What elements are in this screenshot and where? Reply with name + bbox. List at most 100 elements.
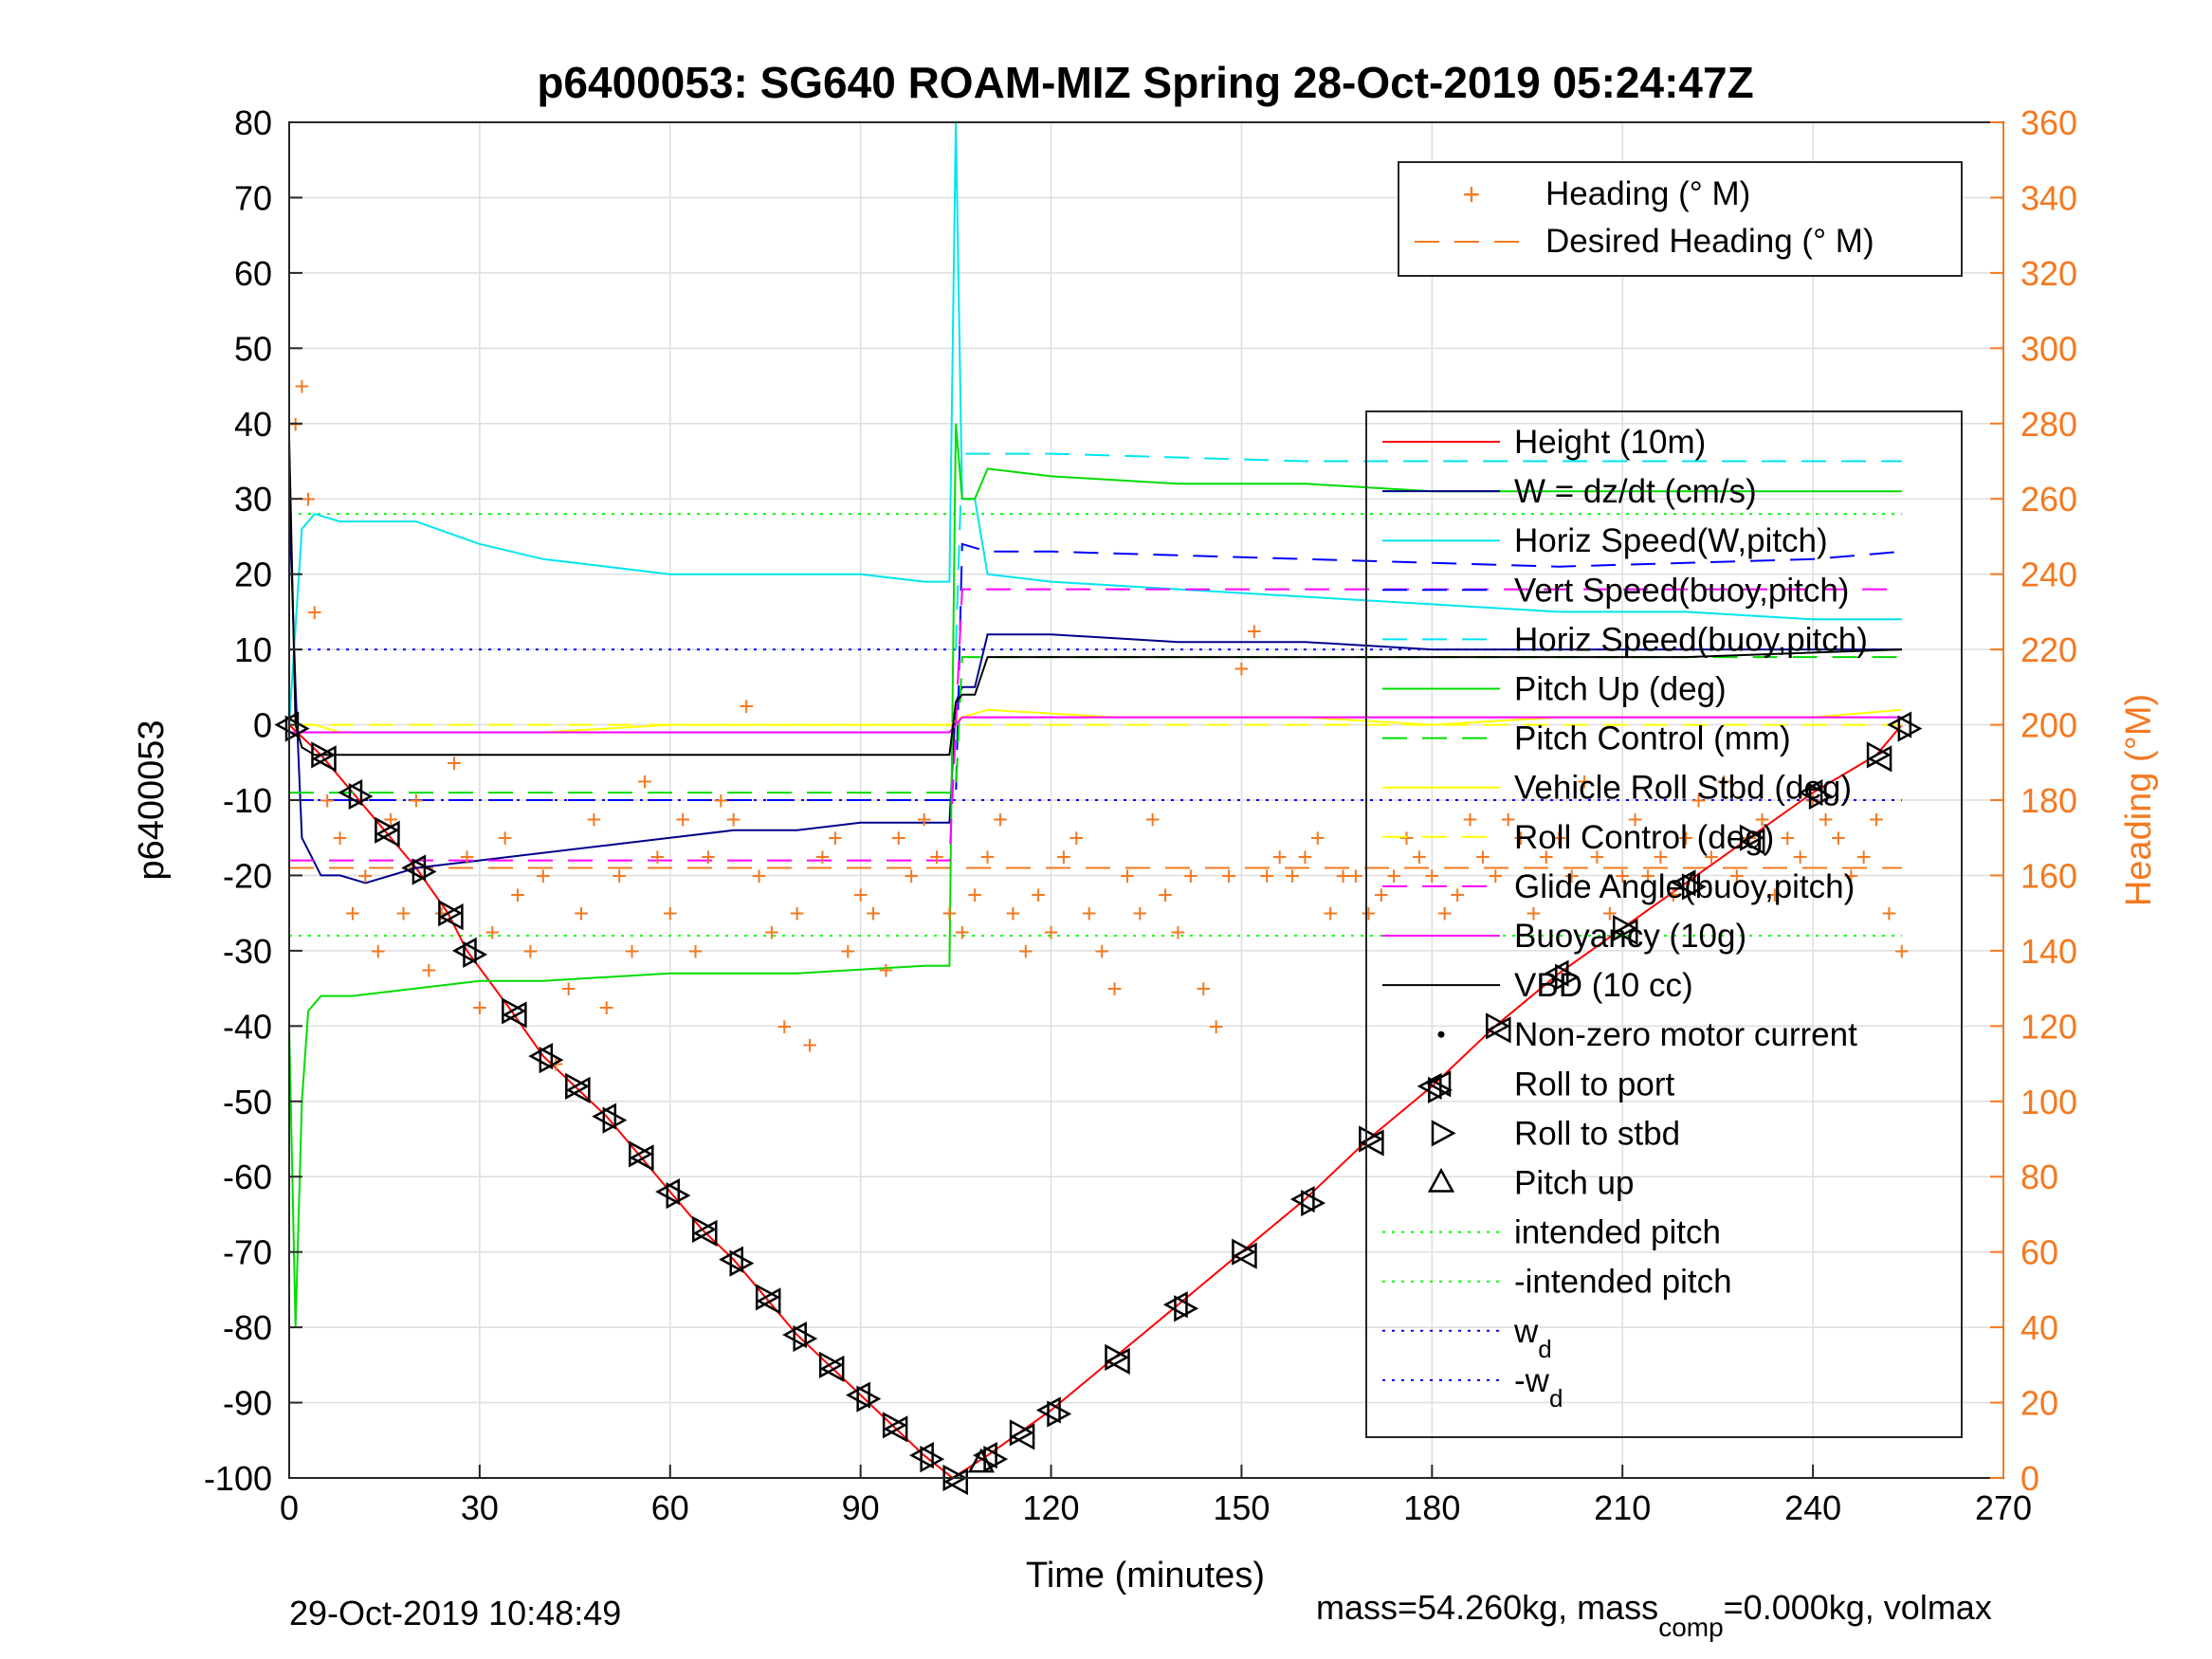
left-y-axis-label: p6400053 <box>132 720 172 880</box>
footer-mass-text: mass=54.260kg, mass <box>1316 1588 1658 1627</box>
triangle-marker <box>1486 1012 1510 1040</box>
heading-point: + <box>663 899 678 928</box>
heading-point: + <box>675 805 690 834</box>
triangle-marker <box>666 1182 691 1210</box>
heading-point: + <box>777 1012 792 1041</box>
heading-point: + <box>1297 843 1312 872</box>
footer-mass-sub: comp <box>1658 1613 1723 1642</box>
legend-label: Height (10m) <box>1514 424 1706 461</box>
series-line-1 <box>288 499 1902 884</box>
x-tick-label: 210 <box>1594 1488 1651 1527</box>
legend-label: Pitch Control (mm) <box>1514 720 1791 757</box>
heading-point: + <box>1437 899 1453 928</box>
left-y-tick-label: -50 <box>223 1083 272 1121</box>
triangle-marker <box>502 997 526 1025</box>
triangle-marker <box>1867 745 1892 773</box>
triangle-marker <box>1681 873 1707 901</box>
left-y-tick-label: -70 <box>223 1233 272 1272</box>
footer-mass: mass=54.260kg, masscomp=0.000kg, volmax <box>1316 1588 1992 1642</box>
left-y-tick-label: 10 <box>234 630 272 669</box>
legend-label: Glide Angle(buoy,pitch) <box>1514 868 1855 905</box>
series-line-4 <box>955 452 1902 650</box>
right-y-tick-label: 320 <box>2020 254 2077 293</box>
right-y-tick-label: 0 <box>2020 1459 2039 1498</box>
heading-point: + <box>1704 843 1719 872</box>
heading-point: + <box>1615 861 1630 890</box>
heading-point: + <box>1310 824 1325 853</box>
heading-point: + <box>421 956 436 985</box>
triangle-marker <box>348 782 374 811</box>
heading-point: + <box>599 993 614 1022</box>
heading-point: + <box>612 861 627 890</box>
left-y-tick-label: -30 <box>223 932 272 971</box>
heading-point: + <box>1132 899 1147 928</box>
series-line-2 <box>288 121 1902 725</box>
legend-label: Horiz Speed(W,pitch) <box>1514 522 1828 559</box>
triangle-marker <box>1428 1076 1453 1103</box>
heading-point: + <box>1563 861 1579 890</box>
legend-label: Buoyancy (10g) <box>1514 918 1746 955</box>
legend-label: -intended pitch <box>1514 1264 1732 1301</box>
legend-label: Vehicle Roll Stbd (deg) <box>1514 770 1852 807</box>
triangle-marker <box>920 1446 945 1473</box>
x-tick-label: 30 <box>461 1488 499 1527</box>
heading-point: + <box>1082 899 1097 928</box>
triangle-marker <box>1359 1125 1383 1153</box>
legend-label: Roll to stbd <box>1514 1115 1680 1152</box>
heading-point: + <box>459 843 474 872</box>
heading-point: + <box>1158 880 1173 909</box>
heading-point: + <box>1551 824 1566 853</box>
right-y-tick-label: 340 <box>2020 178 2077 217</box>
left-y-axis-ticks: 80 70 60 50 40 30 20 10 0 -10 -20 -30 -40 -50 -60 -70 -8… <box>204 103 302 1498</box>
heading-point: + <box>345 899 360 928</box>
heading-point: + <box>624 937 639 966</box>
x-tick-label: 90 <box>842 1488 880 1527</box>
x-tick-label: 240 <box>1784 1488 1841 1527</box>
triangle-marker <box>1359 1129 1384 1157</box>
left-y-tick-label: 40 <box>234 405 272 444</box>
series-line-10 <box>289 716 1902 734</box>
heading-point: + <box>814 843 830 872</box>
heading-point: + <box>929 843 944 872</box>
triangle-marker <box>1105 1347 1130 1375</box>
heading-point: + <box>371 937 386 966</box>
heading-point: + <box>852 880 868 909</box>
right-y-tick-label: 120 <box>2020 1007 2077 1046</box>
triangle-marker <box>1047 1400 1072 1428</box>
triangle-marker <box>1174 1295 1199 1322</box>
series-line-5 <box>288 423 1902 1328</box>
right-y-tick-label: 280 <box>2020 405 2077 444</box>
legend-swatch <box>1437 1030 1445 1038</box>
x-tick-label: 150 <box>1213 1488 1270 1527</box>
triangle-marker <box>411 858 437 885</box>
heading-point: + <box>1462 805 1477 834</box>
heading-point: + <box>1285 861 1300 890</box>
heading-point: + <box>701 843 716 872</box>
triangle-marker <box>856 1385 882 1413</box>
triangle-marker <box>692 1215 717 1243</box>
heading-point: + <box>1627 805 1642 834</box>
heading-point: + <box>751 861 766 890</box>
heading-point: + <box>1145 805 1161 834</box>
heading-point: + <box>1323 899 1338 928</box>
triangle-marker <box>311 741 337 769</box>
right-y-tick-label: 100 <box>2020 1083 2077 1121</box>
heading-point: + <box>1526 899 1541 928</box>
triangle-marker <box>793 1324 818 1353</box>
heading-point: + <box>307 597 322 627</box>
heading-point: + <box>1691 786 1706 815</box>
triangle-marker <box>882 1412 907 1439</box>
heading-point: + <box>1412 843 1427 872</box>
heading-point: + <box>1539 843 1554 872</box>
triangle-marker <box>565 1072 590 1100</box>
heading-point: + <box>1234 654 1249 684</box>
triangle-marker <box>1010 1423 1035 1450</box>
triangle-marker <box>565 1076 591 1103</box>
triangle-marker <box>1897 715 1923 742</box>
left-y-tick-label: -10 <box>223 781 272 820</box>
heading-point: + <box>1450 880 1465 909</box>
heading-point: + <box>1475 843 1490 872</box>
triangle-marker <box>438 900 464 927</box>
heading-point: + <box>1653 843 1668 872</box>
